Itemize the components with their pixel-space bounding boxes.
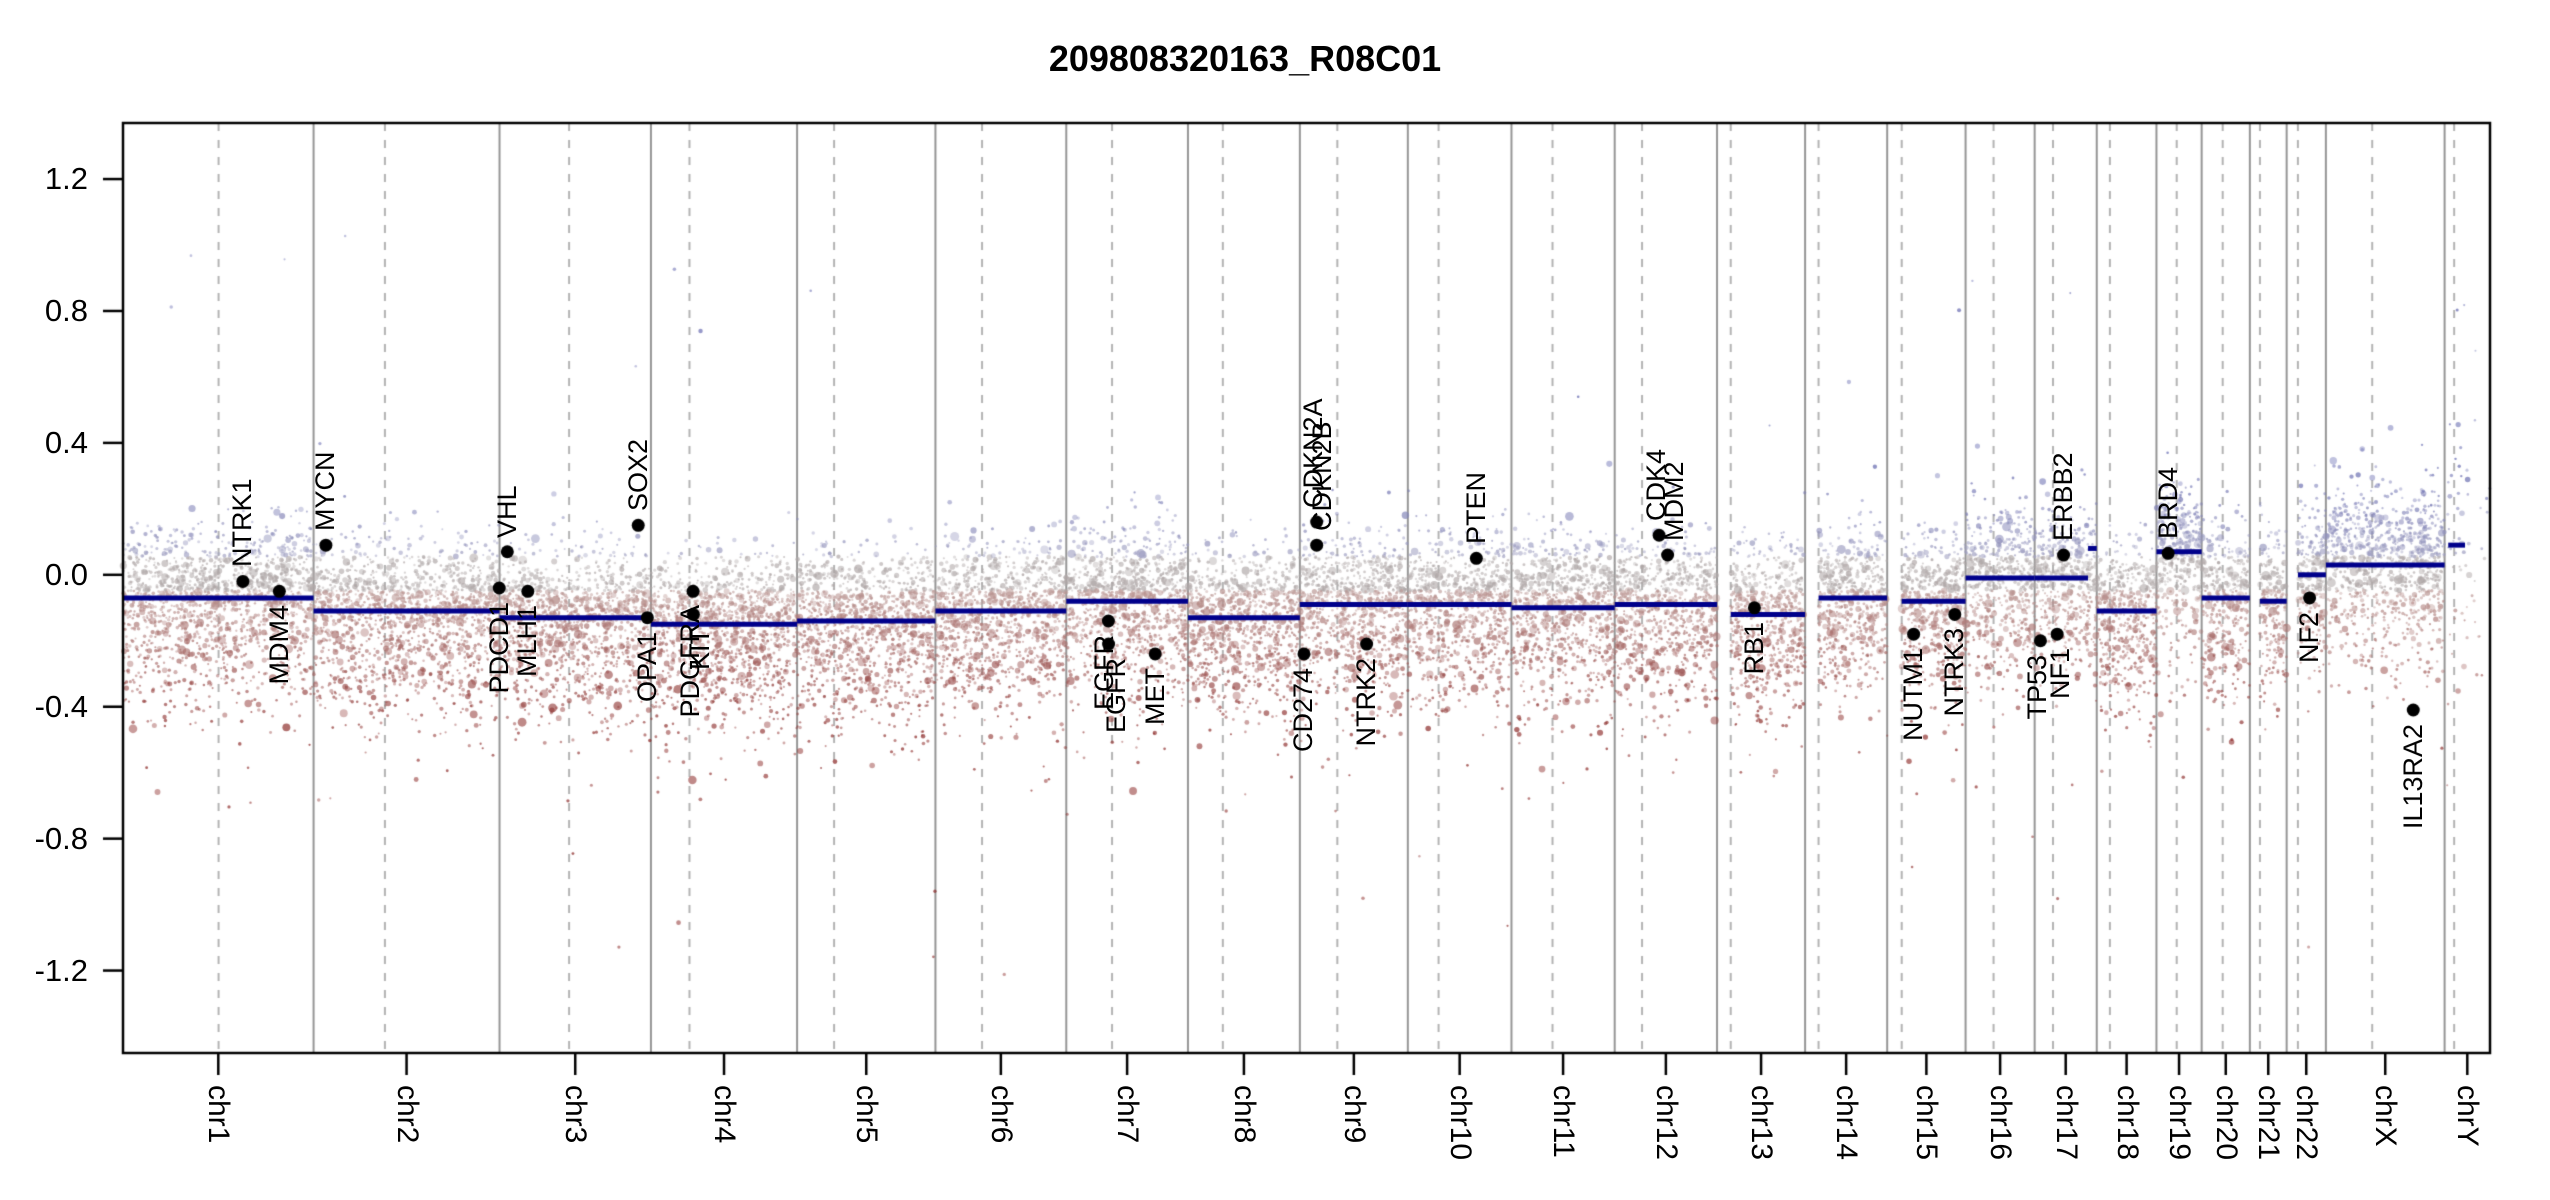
plot-title: 209808320163_R08C01	[1048, 38, 1442, 79]
x-tick-label-chr14: chr14	[1830, 1085, 1864, 1161]
x-tick-label-chr19: chr19	[2163, 1085, 2197, 1161]
gene-label-brd4: BRD4	[2152, 467, 2183, 540]
x-tick-label-chr8: chr8	[1227, 1085, 1261, 1144]
gene-label-vhl: VHL	[491, 485, 522, 538]
x-tick-label-chr3: chr3	[559, 1085, 593, 1144]
x-tick-label-chr7: chr7	[1111, 1085, 1145, 1144]
x-tick-label-chr9: chr9	[1337, 1085, 1371, 1144]
gene-label-opa1: OPA1	[631, 631, 662, 702]
x-tick-label-chr6: chr6	[984, 1085, 1018, 1144]
gene-label-mdm4: MDM4	[263, 605, 294, 685]
gene-label-rb1: RB1	[1738, 621, 1769, 675]
x-tick-label-chrX: chrX	[2369, 1085, 2403, 1147]
y-tick-label: 0.0	[44, 556, 88, 592]
y-tick-label: -0.8	[34, 820, 88, 856]
gene-label-ntrk2: NTRK2	[1351, 658, 1382, 747]
x-tick-label-chr13: chr13	[1745, 1085, 1779, 1161]
y-tick-label: -1.2	[34, 952, 88, 988]
gene-label-mycn: MYCN	[310, 451, 341, 532]
x-tick-label-chr21: chr21	[2252, 1085, 2286, 1161]
x-tick-label-chr22: chr22	[2290, 1085, 2324, 1161]
gene-label-kit: KIT	[684, 628, 715, 671]
x-tick-label-chr2: chr2	[390, 1085, 424, 1144]
gene-label-ntrk1: NTRK1	[227, 478, 258, 568]
x-tick-label-chr12: chr12	[1649, 1085, 1683, 1161]
x-tick-label-chr18: chr18	[2110, 1085, 2144, 1161]
x-tick-label-chr16: chr16	[1984, 1085, 2018, 1161]
x-tick-label-chr10: chr10	[1443, 1085, 1477, 1161]
x-tick-label-chr15: chr15	[1910, 1085, 1944, 1161]
x-tick-label-chr20: chr20	[2209, 1085, 2243, 1161]
gene-label-cd274: CD274	[1288, 667, 1319, 752]
x-tick-label-chr1: chr1	[202, 1085, 236, 1144]
gene-label-mlh1: MLH1	[512, 605, 543, 678]
gene-label-pdcd1: PDCD1	[483, 602, 514, 694]
gene-label-pten: PTEN	[1460, 472, 1491, 545]
x-tick-label-chr5: chr5	[850, 1085, 884, 1144]
y-tick-label: 0.4	[44, 424, 88, 460]
x-tick-label-chr11: chr11	[1547, 1085, 1581, 1158]
x-tick-label-chr4: chr4	[708, 1085, 742, 1144]
y-tick-label: 0.8	[44, 292, 88, 328]
x-tick-label-chrY: chrY	[2451, 1085, 2485, 1147]
gene-label-nutm1: NUTM1	[1898, 648, 1929, 742]
gene-label-met: MET	[1139, 667, 1170, 725]
y-tick-label: 1.2	[44, 161, 88, 197]
gene-label-il13ra2: IL13RA2	[2397, 724, 2428, 830]
gene-label-erbb2: ERBB2	[2048, 452, 2079, 542]
gene-label-sox2: SOX2	[622, 439, 653, 512]
gene-label-mdm2: MDM2	[1659, 461, 1690, 542]
y-tick-label: -0.4	[34, 688, 88, 724]
gene-label-nf1: NF1	[2044, 648, 2075, 700]
gene-label-cdkn2b: CDKN2B	[1307, 421, 1338, 532]
gene-label-nf2: NF2	[2294, 611, 2325, 663]
gene-label-ntrk3: NTRK3	[1939, 628, 1970, 717]
x-tick-label-chr17: chr17	[2049, 1085, 2083, 1161]
gene-label-egfr: EGFR	[1101, 658, 1132, 734]
